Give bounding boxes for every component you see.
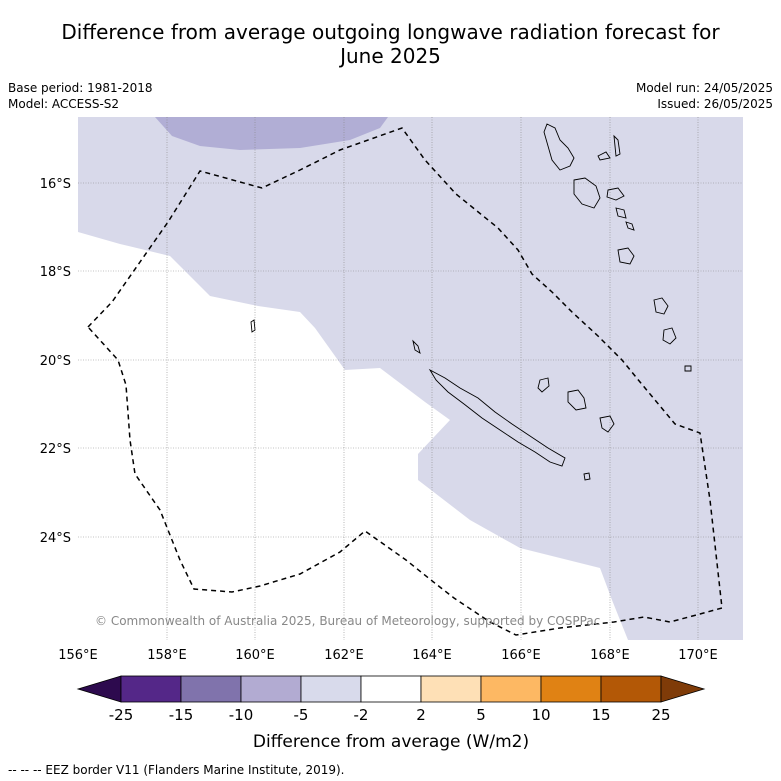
colorbar-axis-label: Difference from average (W/m2): [253, 732, 529, 752]
colorbar-tick-label: -25: [109, 706, 134, 724]
lat-tick-label: 20°S: [40, 354, 71, 369]
colorbar: -25 -15 -10 -5 -2 2 5 10 15 25 Differenc…: [76, 675, 706, 752]
mare-island: [599, 415, 615, 433]
efate: [606, 187, 625, 201]
colorbar-segment: [420, 675, 482, 703]
vanuatu-islet-4: [625, 221, 635, 231]
lon-tick-label: 164°E: [412, 648, 452, 663]
lon-tick-label: 156°E: [58, 648, 98, 663]
issued-date: Issued: 26/05/2025: [657, 97, 773, 111]
base-period: Base period: 1981-2018: [8, 81, 153, 95]
erromango: [617, 247, 635, 265]
field-neutral-region: [78, 232, 628, 640]
lat-tick-label: 16°S: [40, 177, 71, 192]
colorbar-segment: [300, 675, 362, 703]
gridlines: [78, 117, 743, 640]
coastlines: [250, 123, 692, 481]
meta-left: Base period: 1981-2018 Model: ACCESS-S2: [8, 80, 153, 112]
tanna: [653, 297, 669, 315]
eez-border: [86, 127, 723, 636]
meta-right: Model run: 24/05/2025 Issued: 26/05/2025: [636, 80, 773, 112]
colorbar-tick-label: -15: [169, 706, 194, 724]
eez-footnote: -- -- -- EEZ border V11 (Flanders Marine…: [8, 763, 345, 777]
new-caledonia-coast: [428, 368, 566, 467]
colorbar-tick-label: 10: [531, 706, 550, 724]
malekula: [573, 177, 601, 209]
colorbar-segment: [180, 675, 242, 703]
vanuatu-islet-3: [615, 207, 627, 219]
lat-tick-label: 24°S: [40, 531, 71, 546]
lon-tick-labels: 156°E 158°E 160°E 162°E 164°E 166°E 168°…: [58, 648, 718, 663]
lon-tick-label: 162°E: [324, 648, 364, 663]
colorbar-tick-label: 5: [476, 706, 486, 724]
belep-islands: [412, 339, 421, 354]
ouvea-island: [537, 377, 550, 393]
colorbar-tick-label: -10: [229, 706, 254, 724]
colorbar-segment: [120, 675, 182, 703]
model-run: Model run: 24/05/2025: [635, 81, 773, 95]
lon-tick-label: 166°E: [501, 648, 541, 663]
colorbar-tick-label: 25: [651, 706, 670, 724]
lat-tick-label: 18°S: [40, 265, 71, 280]
colorbar-segment: [480, 675, 542, 703]
lon-tick-label: 160°E: [235, 648, 275, 663]
colorbar-segment: [540, 675, 602, 703]
model-name: Model: ACCESS-S2: [8, 97, 120, 111]
chart-title: Difference from average outgoing longwav…: [0, 20, 781, 68]
map-field: [78, 117, 743, 640]
lifou-island: [567, 389, 587, 411]
colorbar-low-extension: [76, 675, 122, 703]
field-light-negative-region: [155, 117, 388, 150]
colorbar-tick-label: 15: [591, 706, 610, 724]
lon-tick-label: 158°E: [147, 648, 187, 663]
copyright-notice: © Commonwealth of Australia 2025, Bureau…: [95, 614, 601, 628]
aneityum: [662, 327, 677, 345]
espiritu-santo: [543, 123, 575, 171]
colorbar-segment: [240, 675, 302, 703]
colorbar-tick-label: 2: [416, 706, 426, 724]
vanuatu-islet-1: [597, 151, 611, 161]
chesterfield-islet: [250, 319, 256, 333]
isle-of-pines: [583, 472, 591, 481]
lon-tick-label: 170°E: [678, 648, 718, 663]
lon-tick-label: 168°E: [590, 648, 630, 663]
colorbar-tick-label: -5: [294, 706, 309, 724]
colorbar-tick-label: -2: [354, 706, 369, 724]
vanuatu-islet-5: [684, 365, 692, 372]
lat-tick-label: 22°S: [40, 442, 71, 457]
title-line-2: June 2025: [340, 44, 441, 68]
title-line-1: Difference from average outgoing longwav…: [61, 20, 720, 44]
colorbar-high-extension: [660, 675, 706, 703]
colorbar-segment: [360, 675, 422, 703]
vanuatu-islet-2: [613, 134, 621, 157]
lat-tick-labels: 16°S 18°S 20°S 22°S 24°S: [40, 177, 71, 546]
colorbar-segment: [600, 675, 662, 703]
